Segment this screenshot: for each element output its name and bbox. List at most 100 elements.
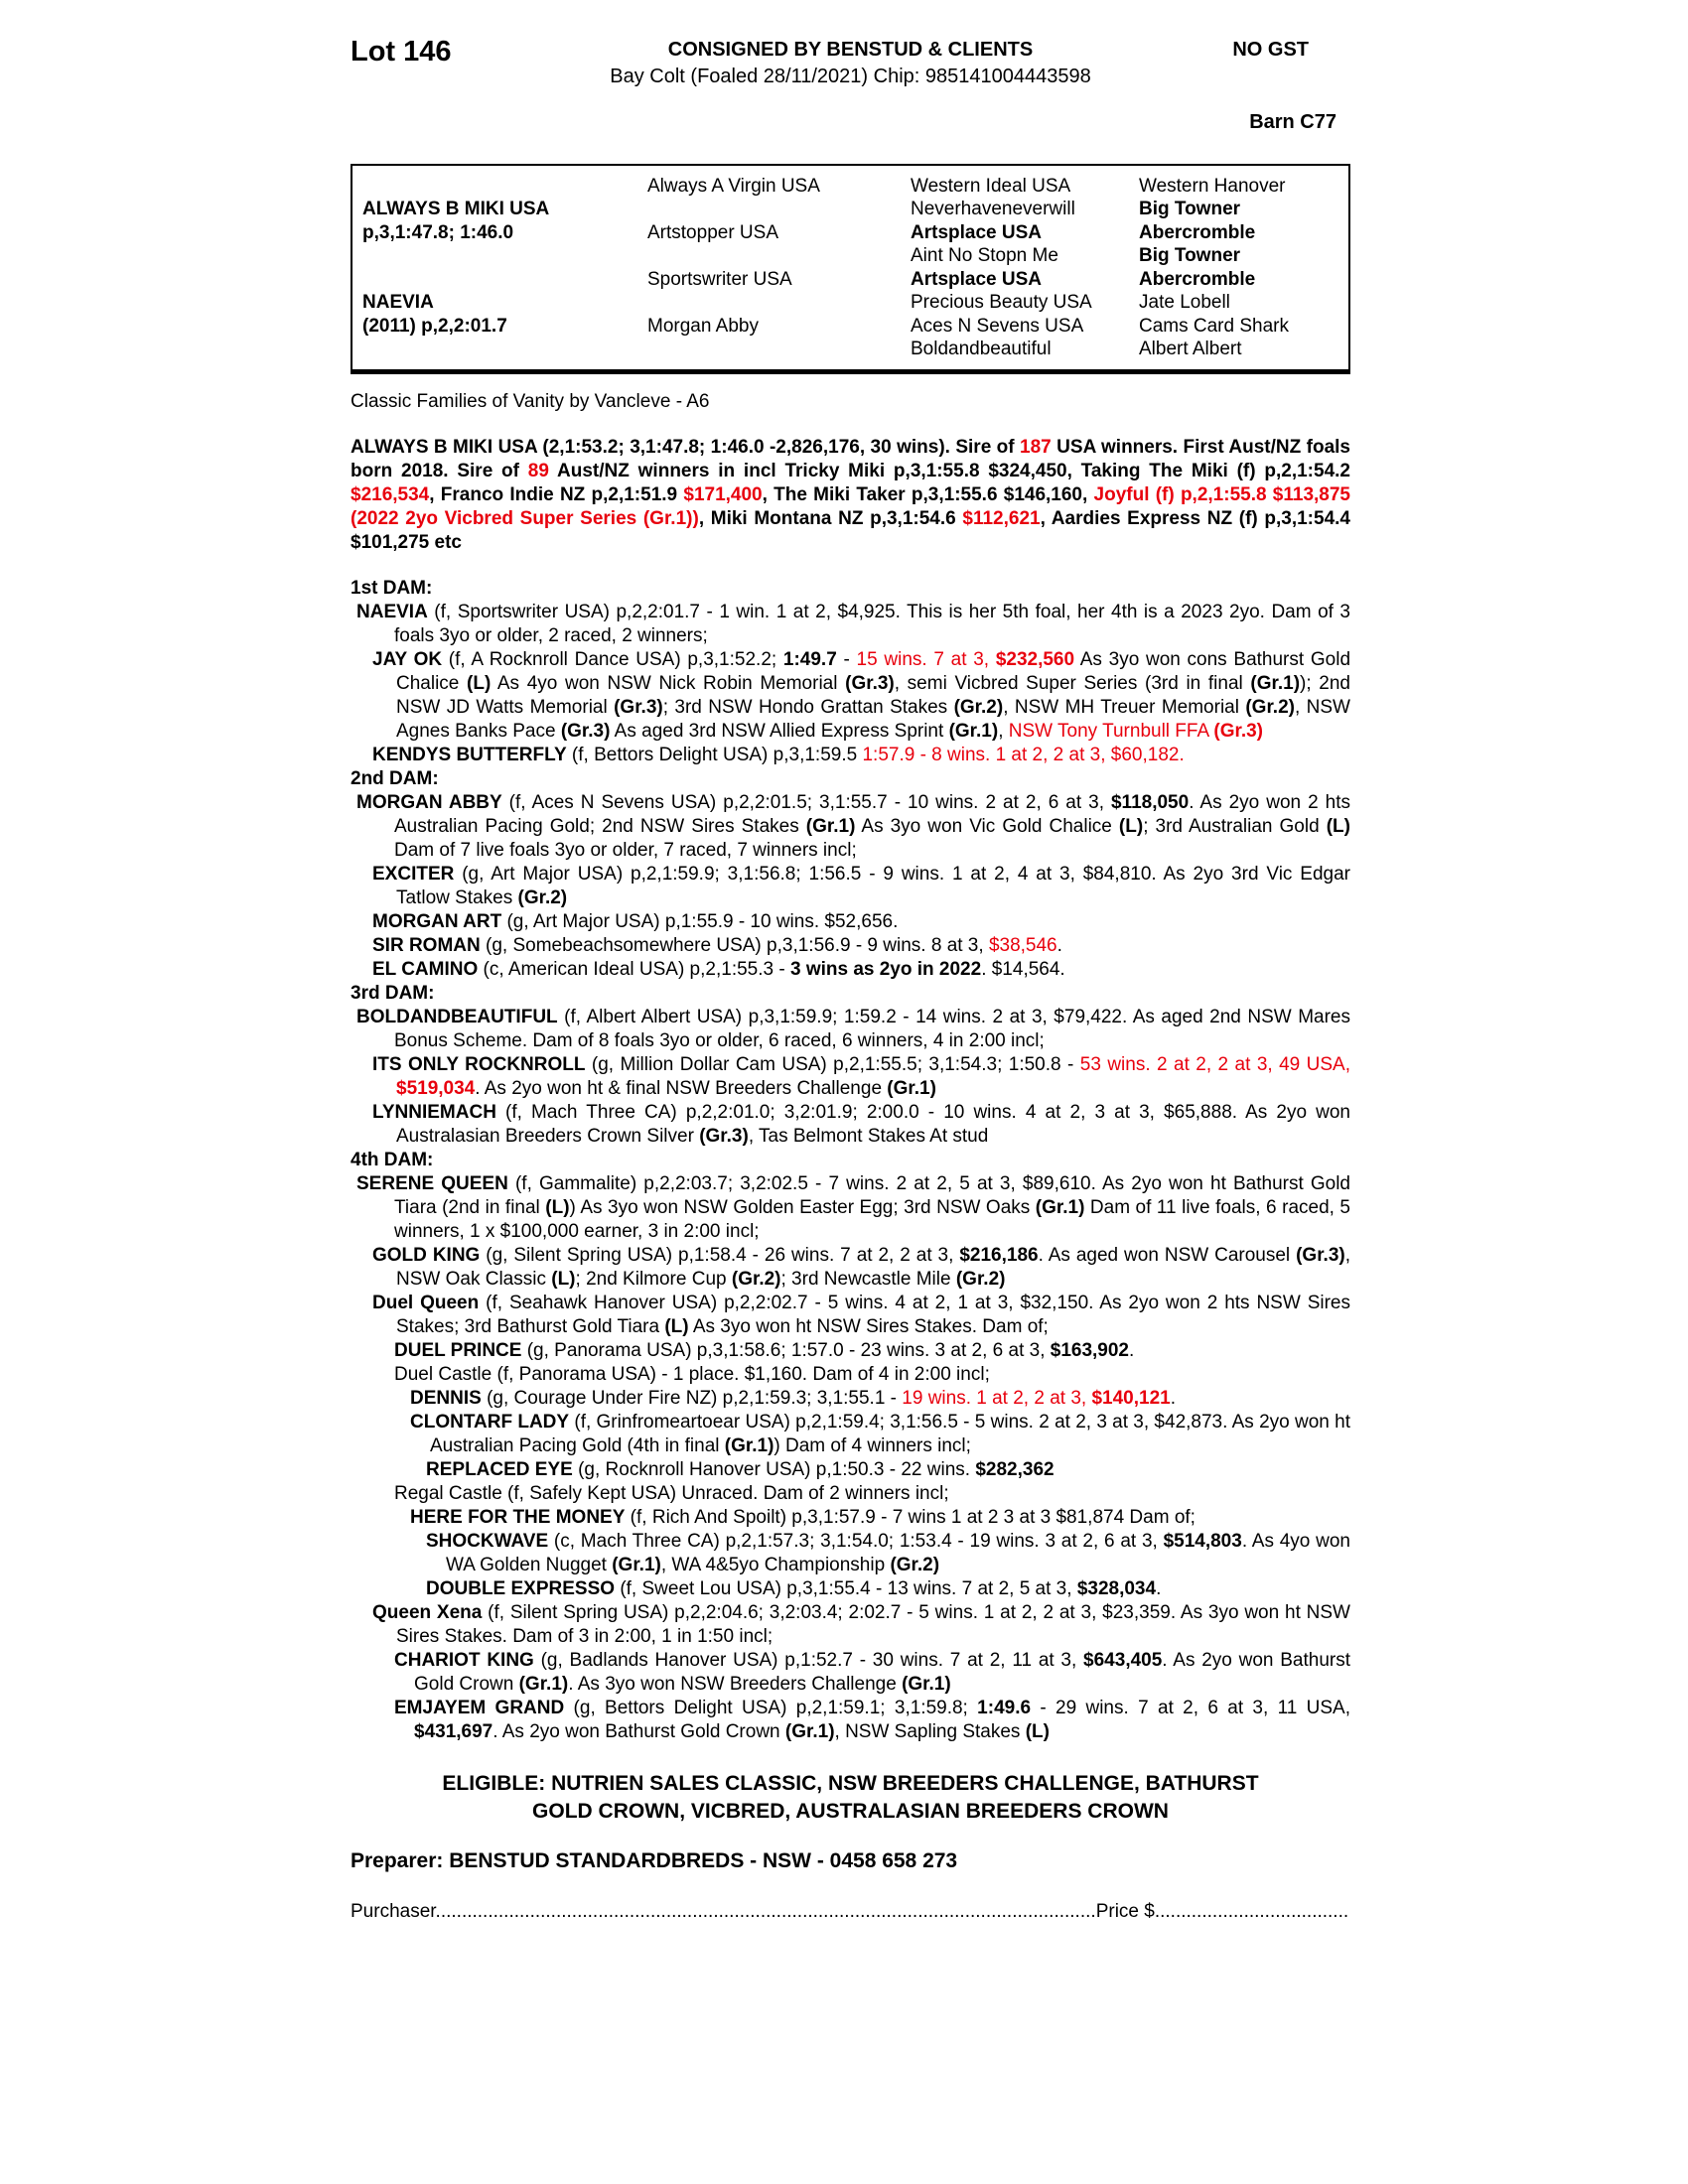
horse-description: Bay Colt (Foaled 28/11/2021) Chip: 98514…	[610, 66, 1091, 87]
pedigree-cell: Aces N Sevens USA	[911, 315, 1084, 337]
text-segment: (f, Aces N Sevens USA) p,2,2:01.5; 3,1:5…	[501, 792, 1111, 813]
pedigree-cell: Precious Beauty USA	[911, 292, 1092, 314]
text-segment: As 4yo won NSW Nick Robin Memorial	[491, 673, 846, 694]
text-segment: 187	[1020, 437, 1052, 458]
text-segment: (f, Grinfromeartoear USA) p,2,1:59.4; 3,…	[430, 1412, 1350, 1456]
pedigree-cell: Neverhaveneverwill	[911, 199, 1075, 220]
text-segment: (Gr.2)	[955, 1269, 1006, 1290]
text-segment: .	[1129, 1340, 1135, 1361]
text-segment: (f, Bettors Delight USA) p,3,1:59.5	[566, 745, 863, 765]
pedigree-entry: CHARIOT KING (g, Badlands Hanover USA) p…	[351, 1649, 1350, 1697]
text-segment: $519,034	[396, 1078, 476, 1099]
text-segment: (f, Seahawk Hanover USA) p,2,2:02.7 - 5 …	[396, 1293, 1350, 1337]
preparer-line: Preparer: BENSTUD STANDARDBREDS - NSW - …	[351, 1849, 958, 1872]
text-segment: (Gr.1)	[784, 1721, 835, 1742]
text-segment: 1:57.9 - 8 wins. 1 at 2, 2 at 3, $60,182…	[862, 745, 1185, 765]
pedigree-entry: REPLACED EYE (g, Rocknroll Hanover USA) …	[351, 1458, 1350, 1482]
text-segment: .	[1170, 1388, 1176, 1409]
text-segment: SHOCKWAVE	[426, 1531, 549, 1552]
text-segment: (Gr.2)	[517, 887, 568, 908]
text-segment: (f, Rich And Spoilt) p,3,1:57.9 - 7 wins…	[625, 1507, 1196, 1528]
text-segment: (L)	[1025, 1721, 1050, 1742]
barn-number: Barn C77	[1249, 111, 1336, 133]
text-segment: ; 3rd NSW Hondo Grattan Stakes	[662, 697, 954, 718]
pedigree-entry: Duel Castle (f, Panorama USA) - 1 place.…	[351, 1363, 1350, 1387]
catalog-content: Lot 146 CONSIGNED BY BENSTUD & CLIENTS B…	[351, 36, 1350, 1923]
text-segment: , NSW MH Treuer Memorial	[1003, 697, 1246, 718]
text-segment: (g, Art Major USA) p,2,1:59.9; 3,1:56.8;…	[396, 864, 1350, 908]
pedigree-cell: Abercromble	[1139, 221, 1256, 243]
pedigree-cell: Sportswriter USA	[647, 268, 792, 290]
text-segment: (f, Sportswriter USA) p,2,2:01.7 - 1 win…	[394, 602, 1350, 646]
text-segment: (L)	[551, 1269, 576, 1290]
text-segment: - 29 wins. 7 at 2, 6 at 3, 11 USA,	[1031, 1698, 1350, 1718]
text-segment: BOLDANDBEAUTIFUL	[356, 1007, 558, 1027]
text-segment: Regal Castle (f, Safely Kept USA) Unrace…	[394, 1483, 949, 1504]
eligibility-note: ELIGIBLE: NUTRIEN SALES CLASSIC, NSW BRE…	[351, 1770, 1350, 1826]
text-segment: MORGAN ABBY	[356, 792, 502, 813]
text-segment: ) As 3yo won NSW Golden Easter Egg; 3rd …	[569, 1197, 1036, 1218]
text-segment: As 3yo won cons Bathurst Gold Chalice	[396, 649, 1351, 694]
pedigree-entry: SERENE QUEEN (f, Gammalite) p,2,2:03.7; …	[351, 1172, 1350, 1244]
text-segment: Duel Queen	[372, 1293, 480, 1313]
text-segment: $171,400	[683, 484, 763, 505]
text-segment: CLONTARF LADY	[410, 1412, 570, 1433]
text-segment: $140,121	[1091, 1388, 1171, 1409]
text-segment: . As 2yo won 2 hts Australian Pacing Gol…	[394, 792, 1350, 837]
dam-sections: 1st DAM: NAEVIA (f, Sportswriter USA) p,2…	[351, 577, 1350, 1744]
text-segment: (Gr.1)	[612, 1555, 661, 1575]
text-segment: GOLD KING	[372, 1245, 481, 1266]
dam-section-heading: 2nd DAM:	[351, 768, 439, 789]
pedigree-entry: DOUBLE EXPRESSO (f, Sweet Lou USA) p,3,1…	[351, 1577, 1350, 1601]
pedigree-entry: MORGAN ABBY (f, Aces N Sevens USA) p,2,2…	[351, 791, 1350, 863]
text-segment: , Miki Montana NZ p,3,1:54.6	[698, 508, 963, 529]
pedigree-entry: GOLD KING (g, Silent Spring USA) p,1:58.…	[351, 1244, 1350, 1292]
pedigree-cell: NAEVIA	[362, 292, 434, 314]
text-segment: (Gr.3)	[845, 673, 895, 694]
text-segment: ) Dam of 4 winners incl;	[774, 1435, 971, 1456]
text-segment: , The Miki Taker p,3,1:55.6 $146,160,	[762, 484, 1094, 505]
text-segment: (c, American Ideal USA) p,2,1:55.3 -	[478, 959, 790, 980]
text-segment: (g, Badlands Hanover USA) p,1:52.7 - 30 …	[533, 1650, 1084, 1671]
pedigree-entry: LYNNIEMACH (f, Mach Three CA) p,2,2:01.0…	[351, 1101, 1350, 1149]
text-segment: $232,560	[995, 649, 1075, 670]
text-segment: . As 3yo won NSW Breeders Challenge	[568, 1674, 903, 1695]
text-segment: (Gr.3)	[1296, 1245, 1345, 1266]
text-segment: As 3yo won ht NSW Sires Stakes. Dam of;	[688, 1316, 1049, 1337]
text-segment: $431,697	[414, 1721, 493, 1742]
pedigree-cell: Always A Virgin USA	[647, 175, 820, 197]
text-segment: (g, Bettors Delight USA) p,2,1:59.1; 3,1…	[564, 1698, 978, 1718]
pedigree-cell: Boldandbeautiful	[911, 339, 1052, 360]
pedigree-entry: SHOCKWAVE (c, Mach Three CA) p,2,1:57.3;…	[351, 1530, 1350, 1577]
text-segment: .	[1156, 1578, 1162, 1599]
page-header: Lot 146 CONSIGNED BY BENSTUD & CLIENTS B…	[351, 36, 1350, 164]
text-segment: (g, Million Dollar Cam USA) p,2,1:55.5; …	[585, 1054, 1080, 1075]
pedigree-cell: ALWAYS B MIKI USA	[362, 199, 550, 220]
text-segment: ); 2nd NSW JD Watts Memorial	[396, 673, 1350, 718]
pedigree-entry: DENNIS (g, Courage Under Fire NZ) p,2,1:…	[351, 1387, 1350, 1411]
text-segment: As 3yo won Vic Gold Chalice	[855, 816, 1119, 837]
eligibility-line: ELIGIBLE: NUTRIEN SALES CLASSIC, NSW BRE…	[442, 1772, 1259, 1795]
text-segment: 89	[527, 461, 549, 481]
catalog-body: Classic Families of Vanity by Vancleve -…	[351, 390, 1350, 1744]
text-segment: (Gr.3)	[614, 697, 663, 718]
text-segment: . As 4yo won WA Golden Nugget	[446, 1531, 1350, 1575]
pedigree-entry: NAEVIA (f, Sportswriter USA) p,2,2:01.7 …	[351, 601, 1350, 648]
text-segment: , NSW Sapling Stakes	[834, 1721, 1026, 1742]
pedigree-entry: EXCITER (g, Art Major USA) p,2,1:59.9; 3…	[351, 863, 1350, 910]
text-segment: . As 2yo won ht & final NSW Breeders Cha…	[475, 1078, 888, 1099]
text-segment: (g, Rocknroll Hanover USA) p,1:50.3 - 22…	[572, 1459, 976, 1480]
text-segment: (g, Panorama USA) p,3,1:58.6; 1:57.0 - 2…	[521, 1340, 1051, 1361]
pedigree-entry: BOLDANDBEAUTIFUL (f, Albert Albert USA) …	[351, 1006, 1350, 1053]
text-segment: (L)	[545, 1197, 570, 1218]
text-segment: , semi Vicbred Super Series (3rd in fina…	[894, 673, 1251, 694]
text-segment: NAEVIA	[356, 602, 428, 622]
text-segment: (Gr.3)	[560, 721, 611, 742]
text-segment: (g, Courage Under Fire NZ) p,2,1:59.3; 3…	[481, 1388, 903, 1409]
text-segment: . As 2yo won Bathurst Gold Crown	[492, 1721, 785, 1742]
text-segment: Aust/NZ winners in incl Tricky Miki p,3,…	[548, 461, 1350, 481]
price-blank: .....................................	[1154, 1901, 1349, 1922]
text-segment: ALWAYS B MIKI USA (2,1:53.2; 3,1:47.8; 1…	[351, 437, 1021, 458]
text-segment: 1:49.7	[782, 649, 837, 670]
